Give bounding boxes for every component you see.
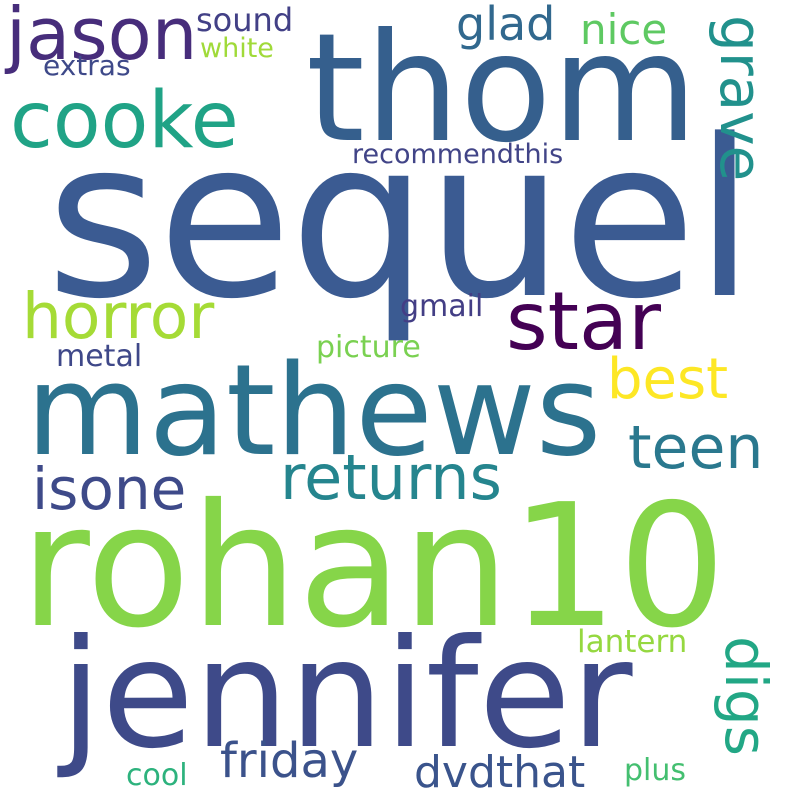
word-jennifer: jennifer — [60, 608, 633, 782]
word-dvdthat: dvdthat — [414, 747, 586, 798]
word-gmail: gmail — [400, 289, 484, 324]
word-cool: cool — [126, 758, 188, 793]
word-star: star — [506, 275, 661, 368]
word-sequel: sequel — [46, 94, 755, 347]
word-thom: thom — [306, 2, 698, 176]
word-digs: digs — [712, 636, 780, 756]
word-rohan10: rohan10 — [20, 468, 727, 666]
word-nice: nice — [580, 5, 668, 54]
word-grave: grave — [707, 15, 775, 182]
word-friday: friday — [220, 733, 359, 789]
word-white: white — [200, 33, 274, 64]
word-extras: extras — [43, 49, 131, 82]
word-jason: jason — [6, 0, 198, 76]
word-mathews: mathews — [26, 337, 602, 484]
word-returns: returns — [280, 441, 502, 514]
word-best: best — [607, 347, 729, 412]
word-teen: teen — [628, 413, 764, 483]
word-recommendthis: recommendthis — [352, 139, 564, 170]
word-metal: metal — [56, 339, 143, 374]
word-isone: isone — [32, 455, 187, 523]
word-picture: picture — [316, 330, 421, 365]
word-plus: plus — [624, 753, 687, 788]
word-horror: horror — [22, 280, 215, 353]
word-lantern: lantern — [577, 624, 688, 660]
word-cooke: cooke — [10, 76, 239, 166]
word-sound: sound — [196, 1, 294, 39]
word-glad: glad — [456, 0, 556, 51]
